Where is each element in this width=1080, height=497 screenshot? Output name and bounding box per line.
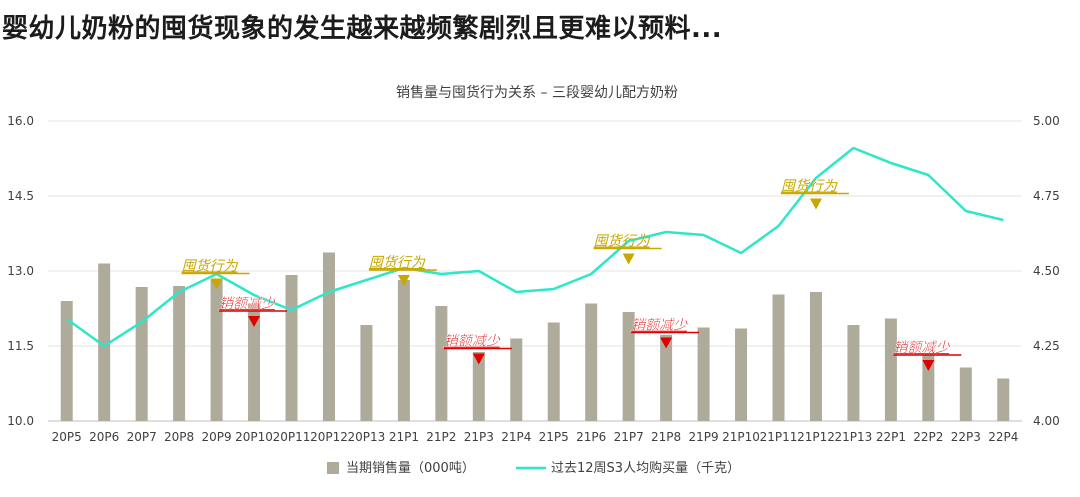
x-tick-label: 22P2 bbox=[913, 430, 943, 444]
x-tick-label: 20P5 bbox=[52, 430, 82, 444]
x-tick-label: 20P10 bbox=[235, 430, 273, 444]
x-tick-label: 21P12 bbox=[797, 430, 835, 444]
annotation-marker-icon bbox=[660, 337, 673, 349]
bar bbox=[248, 303, 261, 421]
left-tick-label: 16.0 bbox=[7, 114, 34, 128]
x-tick-label: 20P13 bbox=[348, 430, 386, 444]
x-tick-label: 21P5 bbox=[539, 430, 569, 444]
bar bbox=[622, 312, 635, 421]
bar bbox=[547, 322, 560, 421]
bar bbox=[735, 328, 748, 421]
series-line bbox=[65, 146, 1004, 348]
x-tick-label: 21P10 bbox=[722, 430, 760, 444]
annotation-marker-icon bbox=[248, 316, 261, 327]
bar-series bbox=[60, 252, 1010, 421]
annotation-label: 囤货行为 bbox=[369, 255, 426, 271]
right-tick-label: 4.25 bbox=[1033, 339, 1060, 353]
x-tick-label: 20P11 bbox=[273, 430, 311, 444]
x-tick-label: 21P8 bbox=[651, 430, 681, 444]
right-tick-label: 4.00 bbox=[1033, 414, 1060, 428]
annotation-marker-icon bbox=[809, 198, 822, 210]
bar bbox=[60, 301, 73, 421]
bar bbox=[472, 352, 485, 421]
annotation-marker-icon bbox=[472, 353, 485, 365]
legend-line-label: 过去12周S3人均购买量（千克） bbox=[551, 460, 740, 476]
x-tick-label: 21P1 bbox=[389, 430, 419, 444]
left-tick-label: 11.5 bbox=[7, 339, 34, 353]
annotation-marker-icon bbox=[922, 360, 935, 371]
x-tick-label: 21P7 bbox=[614, 430, 644, 444]
bar bbox=[98, 263, 111, 421]
bar bbox=[510, 338, 523, 421]
bar bbox=[435, 306, 448, 421]
bar bbox=[884, 318, 897, 421]
legend: 当期销售量（000吨） 过去12周S3人均购买量（千克） bbox=[327, 460, 740, 476]
x-tick-label: 20P12 bbox=[310, 430, 348, 444]
legend-bar-label: 当期销售量（000吨） bbox=[346, 460, 475, 476]
x-tick-label: 21P13 bbox=[835, 430, 873, 444]
left-tick-label: 13.0 bbox=[7, 264, 34, 278]
line-series bbox=[65, 146, 1004, 348]
chart-title: 销售量与囤货行为关系 – 三段婴幼儿配方奶粉 bbox=[396, 84, 678, 101]
x-tick-label: 22P3 bbox=[951, 430, 981, 444]
bar bbox=[173, 286, 186, 421]
gridlines bbox=[48, 120, 1022, 422]
bar bbox=[697, 327, 710, 421]
annotation-label: 销额减少 bbox=[219, 296, 276, 312]
x-axis: 20P5 20P6 20P7 20P8 20P9 20P10 20P11 20P12 20P13… bbox=[52, 430, 1019, 444]
bar bbox=[210, 278, 223, 421]
legend-bar-swatch bbox=[327, 462, 339, 474]
x-tick-label: 21P3 bbox=[464, 430, 494, 444]
x-tick-label: 21P11 bbox=[760, 430, 798, 444]
bar bbox=[285, 275, 298, 421]
bar bbox=[360, 325, 373, 421]
bar bbox=[997, 378, 1010, 421]
bar bbox=[922, 353, 935, 421]
left-tick-label: 14.5 bbox=[7, 189, 34, 203]
left-tick-label: 10.0 bbox=[7, 414, 34, 428]
annotation-marker-icon bbox=[210, 278, 223, 290]
x-tick-label: 22P1 bbox=[876, 430, 906, 444]
bar bbox=[660, 335, 673, 421]
bar bbox=[772, 294, 785, 421]
right-tick-label: 5.00 bbox=[1033, 114, 1060, 128]
x-tick-label: 20P7 bbox=[127, 430, 157, 444]
x-tick-label: 21P2 bbox=[426, 430, 456, 444]
right-tick-label: 4.75 bbox=[1033, 189, 1060, 203]
x-tick-label: 20P6 bbox=[89, 430, 119, 444]
page-headline: 婴幼儿奶粉的囤货现象的发生越来越频繁剧烈且更难以预料... bbox=[2, 14, 723, 44]
left-y-axis: 10.0 11.5 13.0 14.5 16.0 bbox=[7, 114, 34, 428]
bar bbox=[585, 303, 598, 421]
bar bbox=[959, 367, 972, 421]
x-tick-label: 20P9 bbox=[202, 430, 232, 444]
annotation-label: 销额减少 bbox=[444, 334, 501, 350]
bar bbox=[847, 325, 860, 421]
x-tick-label: 22P4 bbox=[988, 430, 1018, 444]
x-tick-label: 21P4 bbox=[501, 430, 531, 444]
annotation-marker-icon bbox=[622, 253, 635, 265]
annotation-label: 囤货行为 bbox=[781, 179, 838, 195]
bar bbox=[322, 252, 335, 421]
x-tick-label: 21P6 bbox=[576, 430, 606, 444]
annotation-label: 销额减少 bbox=[631, 318, 688, 334]
x-tick-label: 21P9 bbox=[689, 430, 719, 444]
annotation-label: 销额减少 bbox=[893, 340, 950, 356]
annotation-marker-icon bbox=[397, 275, 410, 286]
bar bbox=[135, 287, 148, 421]
annotation-label: 囤货行为 bbox=[594, 234, 651, 250]
annotation-label: 囤货行为 bbox=[182, 259, 239, 275]
bar bbox=[397, 280, 410, 421]
bar bbox=[809, 292, 822, 421]
right-tick-label: 4.50 bbox=[1033, 264, 1060, 278]
right-y-axis: 4.00 4.25 4.50 4.75 5.00 bbox=[1033, 114, 1060, 428]
x-tick-label: 20P8 bbox=[164, 430, 194, 444]
